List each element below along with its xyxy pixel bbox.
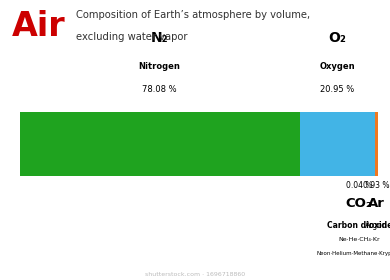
Text: Carbon dioxide: Carbon dioxide [326,221,390,230]
Bar [375,112,378,176]
Text: Ne·He·CH₄·Kr: Ne·He·CH₄·Kr [339,237,380,242]
Text: 0.04 %: 0.04 % [346,181,372,190]
Text: Argon: Argon [365,221,388,230]
Text: 20.95 %: 20.95 % [320,85,355,94]
Bar [300,112,375,176]
Text: shutterstock.com · 1696718860: shutterstock.com · 1696718860 [145,272,245,277]
Text: 0.93 %: 0.93 % [363,181,390,190]
Text: CO₂: CO₂ [346,197,372,210]
Text: Ar: Ar [368,197,385,210]
Text: Air: Air [12,10,66,43]
Text: N₂: N₂ [151,31,168,45]
Text: 78.08 %: 78.08 % [142,85,177,94]
Text: Oxygen: Oxygen [319,62,355,71]
Text: O₂: O₂ [328,31,346,45]
Text: Neon·Helium·Methane·Krypton: Neon·Helium·Methane·Krypton [317,251,390,256]
Bar [20,112,300,176]
Text: Nitrogen: Nitrogen [138,62,181,71]
Text: Composition of Earth’s atmosphere by volume,: Composition of Earth’s atmosphere by vol… [76,10,310,20]
Text: excluding water vapor: excluding water vapor [76,32,188,42]
